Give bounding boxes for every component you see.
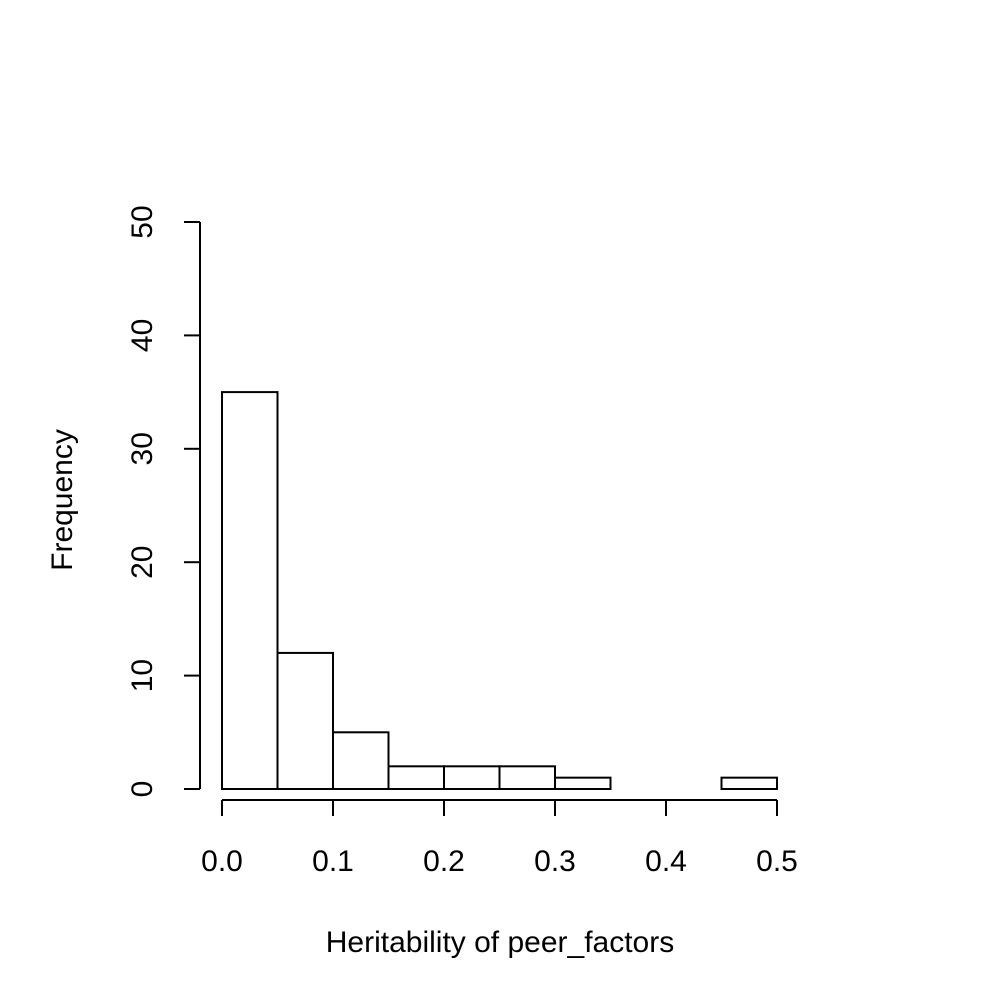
x-tick-label: 0.0	[201, 845, 243, 878]
histogram-bar	[221, 391, 279, 790]
histogram-bar	[276, 651, 334, 790]
x-tick-label: 0.2	[423, 845, 465, 878]
y-tick-label: 40	[126, 319, 159, 352]
y-axis: 0 10 20 30 40 50	[126, 205, 201, 798]
histogram-bar	[443, 765, 501, 791]
histogram-bar	[498, 765, 556, 791]
y-tick-label: 20	[126, 546, 159, 579]
histogram-bar	[332, 731, 390, 790]
x-axis: 0.0 0.1 0.2 0.3 0.4 0.5	[201, 799, 798, 878]
x-tick-label: 0.1	[312, 845, 354, 878]
y-tick-label: 0	[126, 781, 159, 798]
y-tick-label: 30	[126, 432, 159, 465]
y-axis-title: Frequency	[46, 429, 79, 571]
histogram-bar	[554, 776, 612, 790]
x-axis-title: Heritability of peer_factors	[326, 926, 675, 959]
y-tick-label: 10	[126, 659, 159, 692]
histogram-bar	[720, 776, 778, 790]
y-tick-label: 50	[126, 205, 159, 238]
x-tick-label: 0.3	[534, 845, 576, 878]
histogram-bar	[387, 765, 445, 791]
x-tick-label: 0.5	[756, 845, 798, 878]
histogram-bars	[221, 391, 778, 791]
x-tick-label: 0.4	[645, 845, 687, 878]
